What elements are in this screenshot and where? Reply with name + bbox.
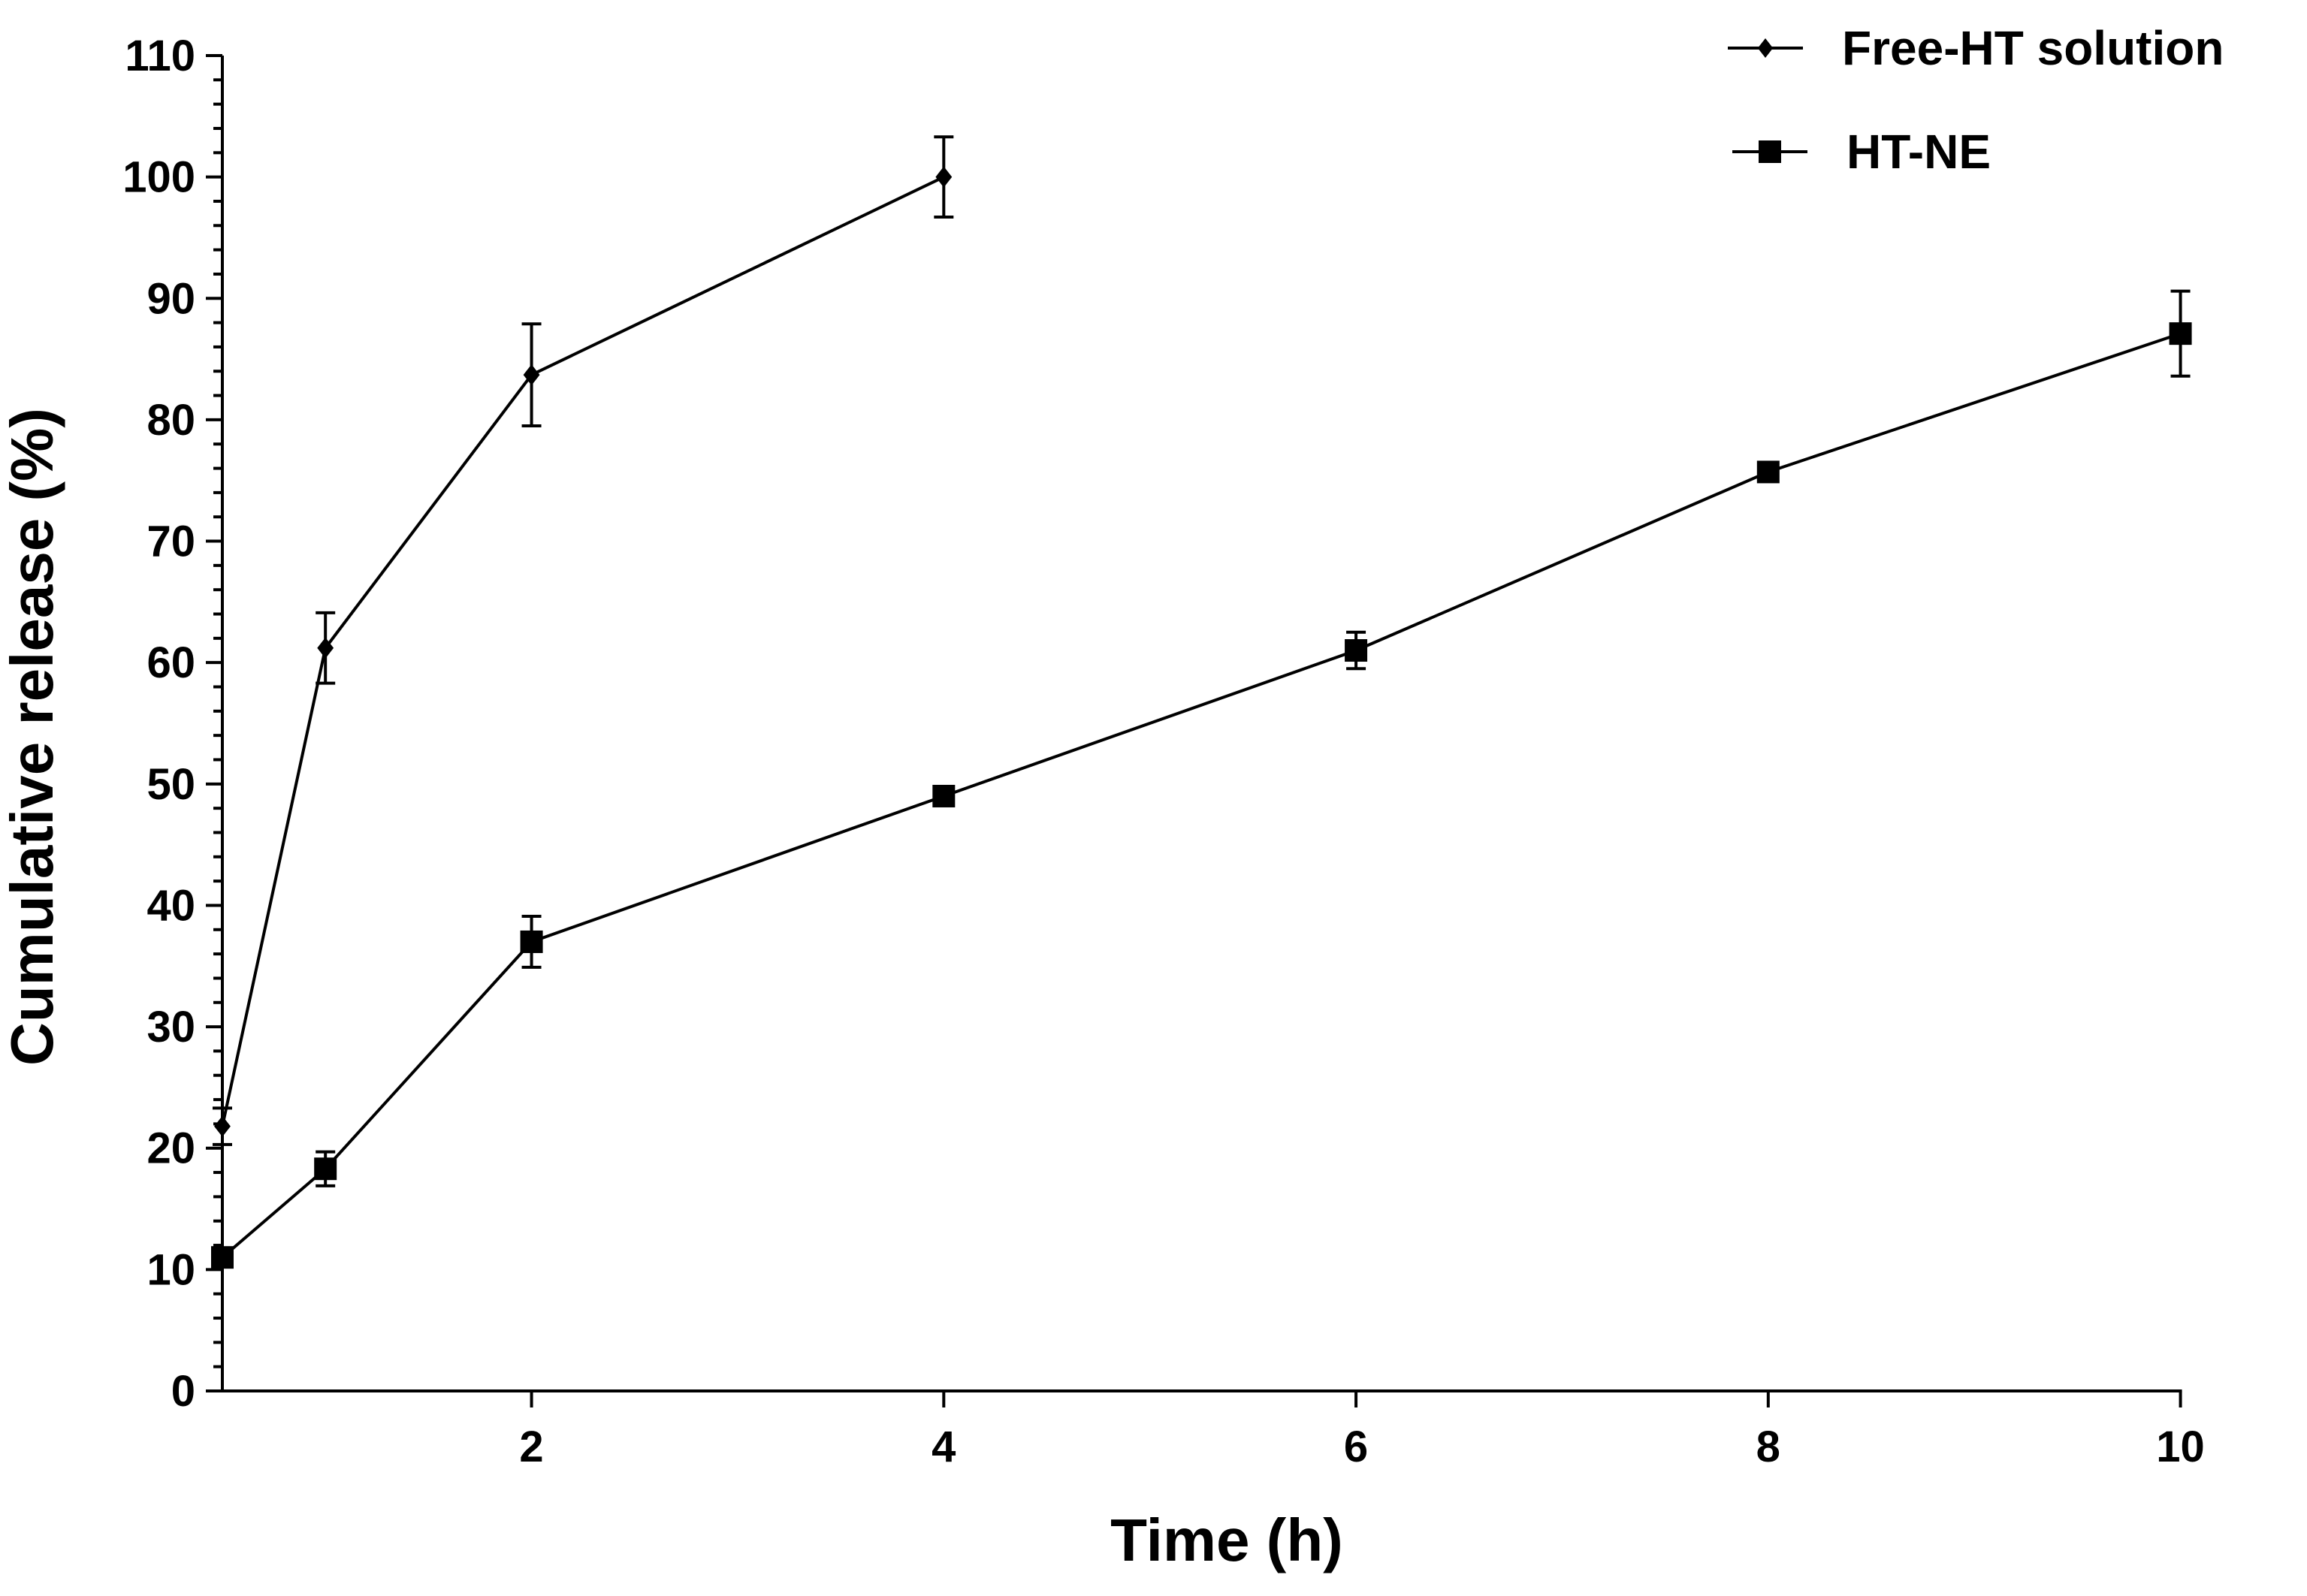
series-free-ht-solution <box>213 135 954 1146</box>
data-point-diamond <box>523 364 540 386</box>
data-point-square <box>932 784 956 807</box>
x-tick-label: 8 <box>1756 1423 1780 1471</box>
data-point-square <box>1345 639 1368 662</box>
x-tick-label: 10 <box>2156 1423 2205 1471</box>
y-tick-label: 70 <box>146 517 195 566</box>
y-tick-label: 30 <box>146 1003 195 1051</box>
series-layer <box>211 135 2192 1269</box>
y-tick-label: 0 <box>171 1367 195 1416</box>
x-ticks: 2 4 6 8 10 <box>519 1391 2205 1471</box>
y-axis-title: Cumulative release (%) <box>0 408 65 1066</box>
x-tick-label: 2 <box>519 1423 543 1471</box>
data-point-square <box>314 1157 337 1181</box>
y-tick-label: 60 <box>146 638 195 687</box>
x-tick-label: 4 <box>932 1423 956 1471</box>
y-tick-label: 10 <box>146 1245 195 1294</box>
x-axis-title: Time (h) <box>1110 1507 1343 1573</box>
series-line <box>221 332 2182 1259</box>
data-point-diamond <box>935 166 953 188</box>
series-ht-ne <box>211 289 2192 1269</box>
data-point-square <box>211 1246 234 1269</box>
y-ticks: 0 10 20 30 40 50 60 70 80 90 100 110 <box>122 32 222 1416</box>
legend: Free-HT solution HT-NE <box>1728 21 2224 179</box>
data-point-square <box>520 930 543 953</box>
y-tick-label: 80 <box>146 396 195 445</box>
series-line <box>221 175 945 1127</box>
y-tick-label: 20 <box>146 1124 195 1173</box>
x-tick-label: 6 <box>1344 1423 1368 1471</box>
legend-marker-diamond <box>1757 38 1774 58</box>
legend-marker-square <box>1759 140 1781 163</box>
legend-label-free-ht: Free-HT solution <box>1842 21 2224 75</box>
data-point-square <box>1756 460 1780 484</box>
y-tick-label: 50 <box>146 760 195 809</box>
y-tick-label: 90 <box>146 274 195 323</box>
data-point-diamond <box>317 637 334 659</box>
y-tick-label: 40 <box>146 881 195 930</box>
y-tick-label: 110 <box>125 32 195 80</box>
data-point-square <box>2169 322 2192 345</box>
axes <box>221 56 2182 1392</box>
legend-label-ht-ne: HT-NE <box>1847 125 1991 179</box>
y-tick-label: 100 <box>122 153 195 202</box>
data-point-diamond <box>214 1115 231 1137</box>
